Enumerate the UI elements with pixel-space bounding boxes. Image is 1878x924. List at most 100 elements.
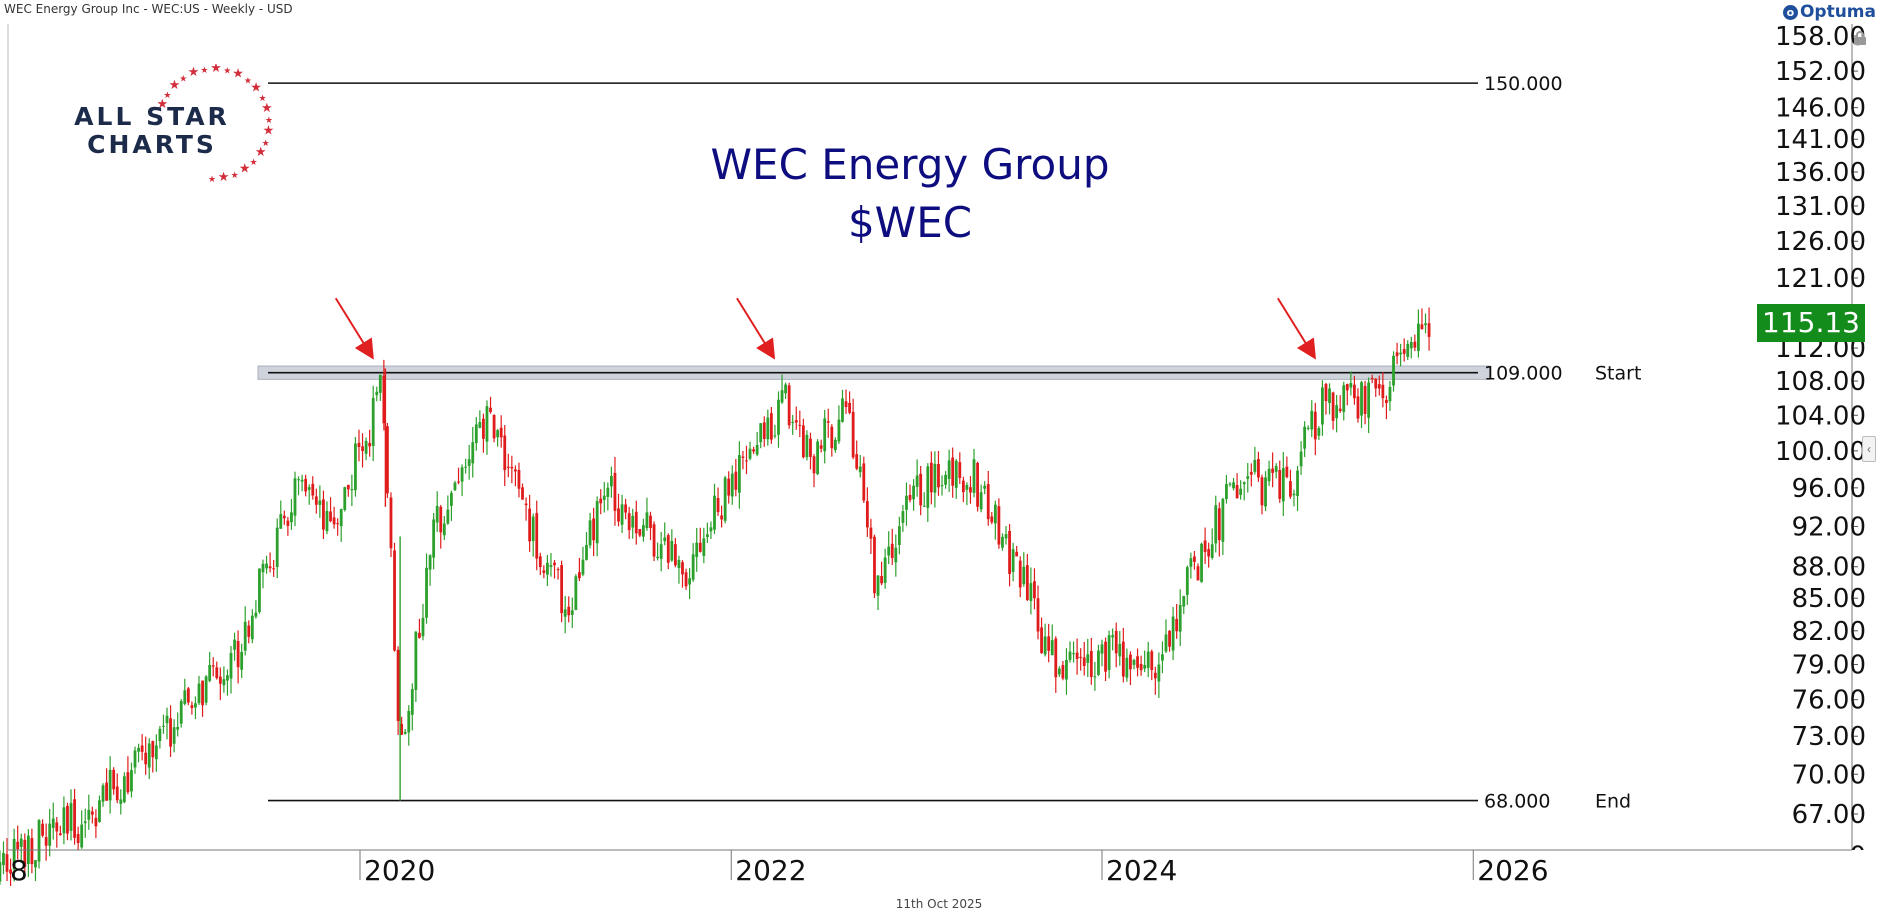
candle-body (1242, 482, 1246, 485)
lock-icon[interactable] (1852, 30, 1868, 46)
level-label: 109.000 (1484, 363, 1563, 385)
y-tick-label: 73.00 (1792, 722, 1866, 752)
candle-body (318, 500, 322, 505)
candle-body (343, 487, 347, 510)
candle-body (1385, 399, 1388, 404)
candle-body (1065, 659, 1068, 680)
candle-body (44, 837, 48, 846)
candle-body (1392, 355, 1395, 386)
candle-body (1217, 508, 1221, 541)
candle-body (599, 498, 603, 504)
logo-star: ★ (239, 162, 251, 177)
candle-body (1228, 483, 1232, 485)
logo-star: ★ (231, 171, 239, 181)
logo-star: ★ (179, 74, 187, 84)
y-tick-label: 152.00 (1775, 57, 1866, 87)
candle-body (211, 665, 215, 667)
candle-body (965, 484, 969, 490)
x-tick-label: 2020 (364, 854, 435, 887)
candle-body (617, 508, 620, 522)
candle-body (243, 621, 247, 651)
candle-body (769, 413, 773, 440)
candle-body (236, 640, 240, 668)
candle-body (1111, 635, 1115, 638)
collapse-panel-button[interactable]: ‹ (1862, 436, 1876, 462)
level-tag: Start (1595, 363, 1641, 385)
candle-body (37, 820, 41, 862)
candle-body (1296, 470, 1299, 497)
candle-body (627, 513, 631, 531)
candle-body (993, 504, 997, 524)
candle-body (382, 375, 386, 424)
candle-body (801, 425, 805, 458)
candle-body (1281, 468, 1285, 502)
candle-body (609, 476, 613, 487)
candle-body (737, 455, 741, 493)
candle-body (890, 543, 894, 559)
candle-body (1047, 636, 1051, 651)
candle-body (1125, 657, 1129, 678)
candle-body (865, 501, 869, 528)
candle-body (1057, 668, 1061, 675)
candle-body (158, 728, 162, 742)
candle-body (250, 615, 254, 640)
level-label: 150.000 (1484, 73, 1563, 95)
candle-body (620, 504, 624, 525)
candle-body (592, 518, 596, 541)
candle-body (578, 572, 581, 579)
candle-body (51, 818, 55, 828)
candle-body (215, 667, 219, 679)
candle-body (773, 435, 777, 437)
candle-body (286, 520, 290, 526)
candle-body (531, 516, 535, 542)
candle-body (332, 517, 336, 525)
candle-body (1114, 630, 1118, 654)
candle-body (457, 481, 460, 483)
candle-body (517, 470, 521, 489)
candle-body (1200, 543, 1203, 582)
candle-body (1420, 324, 1424, 329)
candle-body (62, 807, 66, 834)
chart-header-caption: WEC Energy Group Inc - WEC:US - Weekly -… (4, 2, 293, 16)
candle-body (322, 499, 325, 530)
candle-body (805, 434, 809, 458)
candle-body (1264, 477, 1267, 507)
candle-body (780, 390, 784, 403)
candle-body (1413, 341, 1417, 348)
candle-body (1324, 383, 1328, 402)
y-tick-label: 64.00 (1792, 842, 1866, 872)
candle-body (165, 715, 169, 724)
candle-body (1196, 566, 1200, 581)
logo-star: ★ (250, 81, 262, 96)
candle-body (755, 444, 759, 455)
candle-body (58, 833, 62, 836)
candle-body (425, 567, 428, 618)
candle-body (130, 770, 133, 792)
y-tick-label: 104.00 (1775, 401, 1866, 431)
candle-body (563, 609, 567, 617)
candle-body (858, 466, 862, 473)
candle-body (101, 785, 105, 802)
candle-body (282, 515, 286, 519)
candle-body (1129, 654, 1132, 670)
candle-body (1178, 604, 1182, 632)
candle-body (1278, 470, 1282, 499)
candle-body (460, 467, 464, 482)
logo-line-1: ALL STAR (74, 102, 230, 131)
candle-body (794, 420, 798, 423)
candle-body (1395, 352, 1399, 357)
candle-body (762, 422, 766, 439)
candle-body (16, 841, 20, 850)
candle-body (912, 485, 915, 500)
candle-body (869, 527, 873, 539)
candle-body (407, 710, 411, 733)
candle-body (983, 485, 987, 489)
candle-body (1253, 459, 1257, 472)
candle-body (574, 576, 578, 610)
candle-body (947, 460, 951, 479)
candle-body (908, 495, 912, 500)
candle-body (304, 478, 308, 492)
candle-body (1161, 654, 1164, 661)
candle-body (649, 515, 652, 529)
